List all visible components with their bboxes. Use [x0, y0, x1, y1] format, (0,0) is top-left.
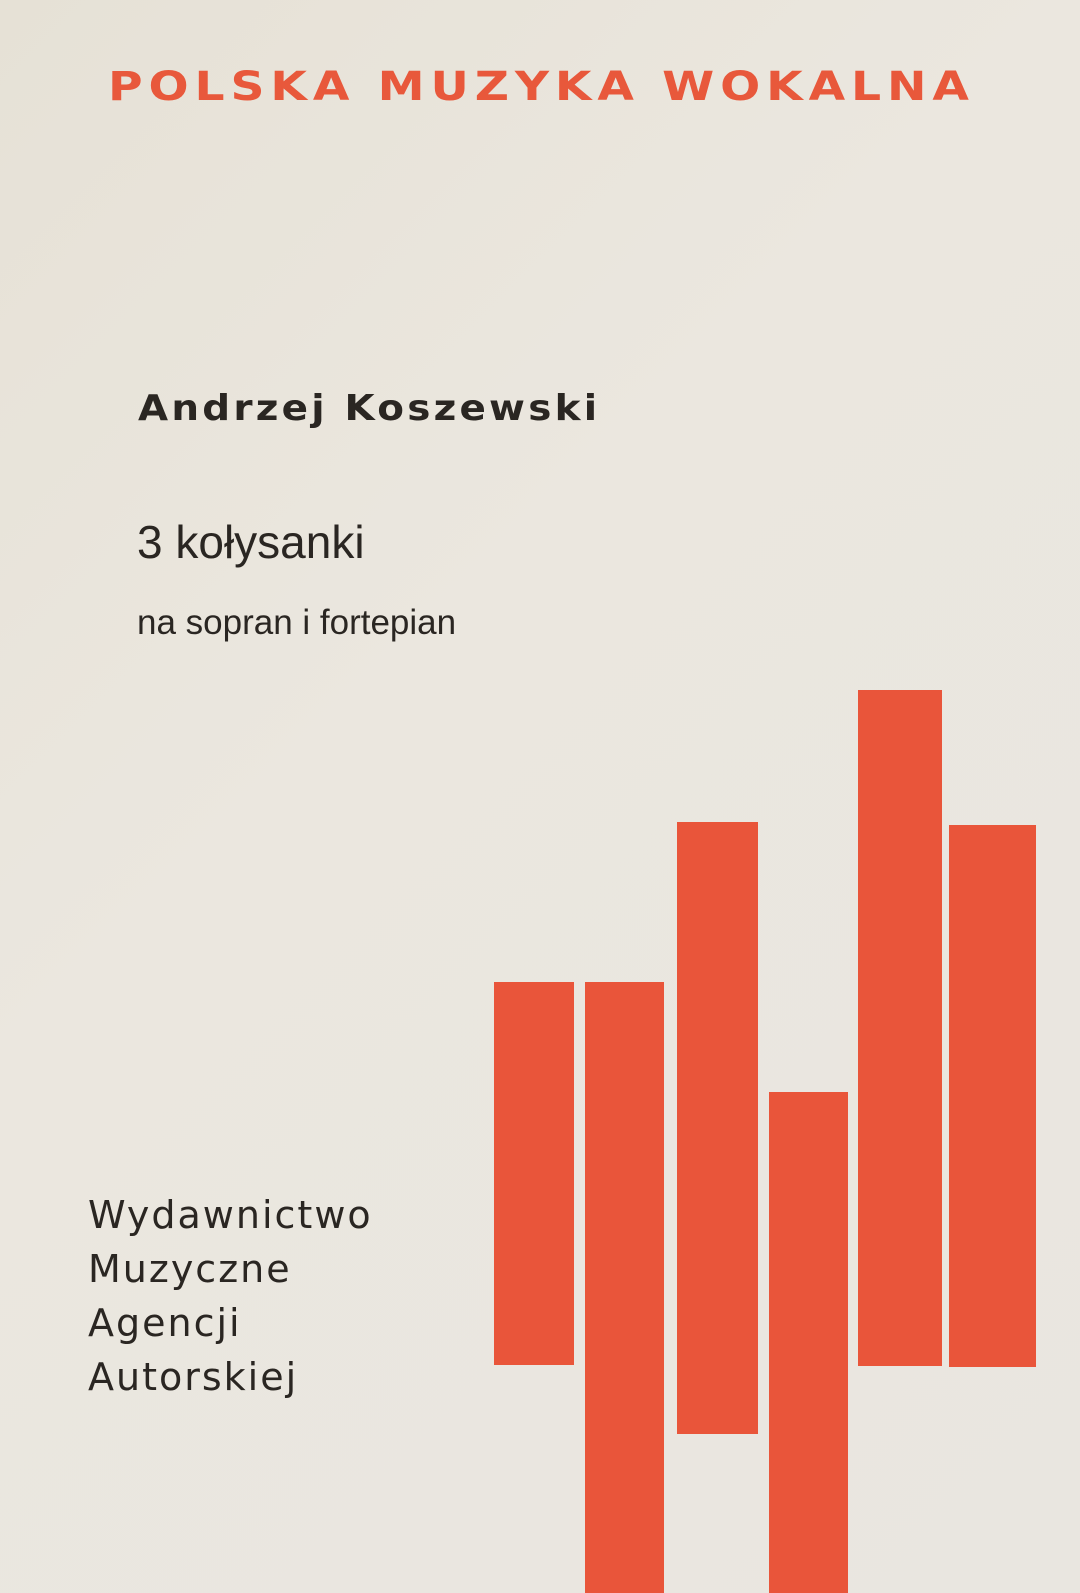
work-title: 3 kołysanki: [137, 516, 365, 568]
author-name: Andrzej Koszewski: [138, 388, 601, 429]
publisher-line: Wydawnictwo: [88, 1193, 373, 1237]
decorative-bar-5: [858, 690, 942, 1366]
decorative-bar-6: [949, 825, 1036, 1367]
publisher-line: Agencji: [88, 1301, 242, 1345]
series-title: POLSKA MUZYKA WOKALNA: [108, 64, 975, 110]
decorative-bar-2: [585, 982, 664, 1593]
decorative-bar-1: [494, 982, 574, 1365]
publisher: Wydawnictwo Muzyczne Agencji Autorskiej: [88, 1188, 373, 1404]
publisher-line: Muzyczne: [88, 1247, 292, 1291]
decorative-bar-4: [769, 1092, 848, 1593]
decorative-bar-3: [677, 822, 758, 1434]
work-subtitle: na sopran i fortepian: [137, 603, 457, 642]
publisher-line: Autorskiej: [88, 1355, 299, 1399]
